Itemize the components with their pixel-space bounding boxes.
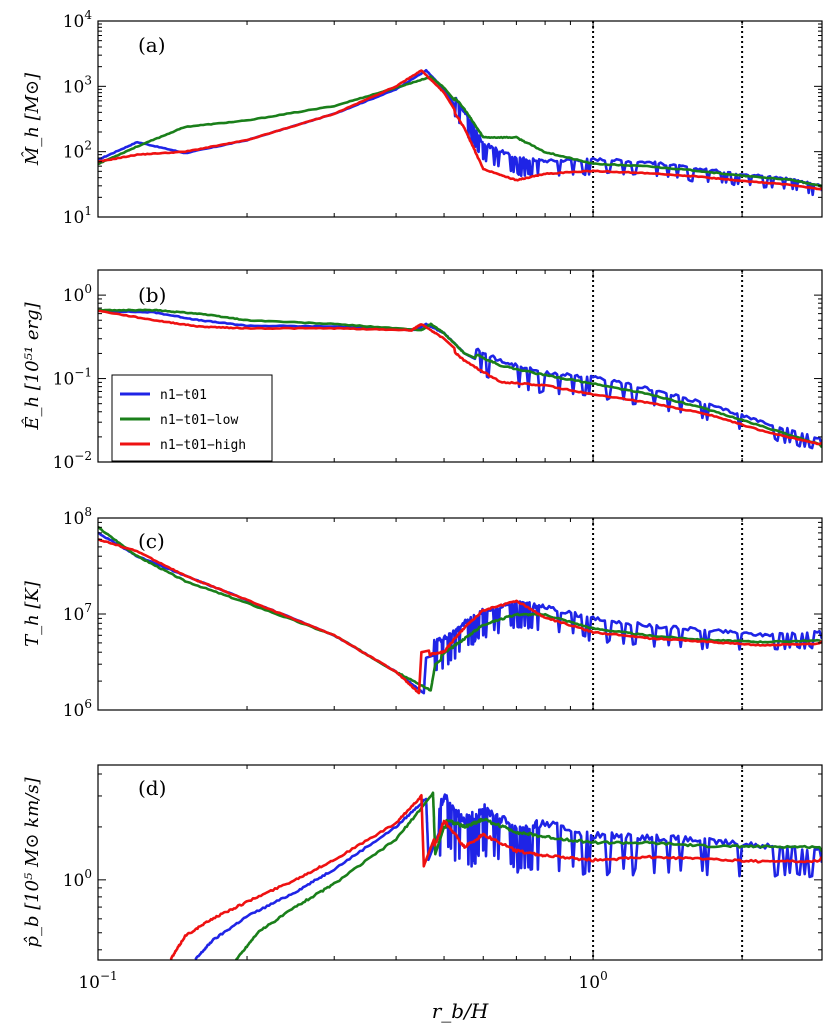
- panel-label: (a): [138, 33, 166, 57]
- series-red-line: [98, 538, 822, 695]
- y-axis-label: M̂_h [M⊙]: [21, 72, 43, 166]
- plot-frame: [97, 517, 823, 711]
- y-axis-label: T_h [K]: [22, 580, 43, 647]
- legend-label-green: n1−t01−low: [160, 413, 238, 428]
- y-tick-label: 104: [63, 8, 93, 32]
- panel-d: 100 (d) p̂_b [10⁵ M⊙ km/s]: [22, 764, 823, 961]
- y-tick-label: 100: [63, 867, 92, 891]
- y-tick-label: 107: [63, 601, 92, 625]
- plot-frame: [97, 269, 823, 463]
- legend-label-blue: n1−t01: [160, 388, 207, 403]
- series-red-line: [98, 309, 822, 446]
- x-tick-label: 100: [578, 969, 607, 993]
- y-tick-label: 100: [63, 282, 92, 306]
- y-tick-label: 10−2: [53, 449, 92, 473]
- series-blue-line: [98, 531, 822, 695]
- series-blue-line: [98, 68, 822, 197]
- series-green-line: [98, 75, 822, 189]
- panel-label: (b): [138, 283, 166, 307]
- y-tick-label: 10−1: [53, 366, 92, 390]
- y-tick-label: 102: [63, 139, 92, 163]
- y-axis-label: Ê_h [10⁵¹ erg]: [20, 301, 43, 430]
- panel-label: (c): [138, 529, 165, 553]
- series-blue-line: [194, 793, 822, 960]
- legend-label-red: n1−t01−high: [160, 438, 246, 453]
- series-green-line: [234, 791, 822, 960]
- x-axis-label: r_b/H: [432, 999, 489, 1023]
- panel-b: 10−2 10−1 100 (b) Ê_h [10⁵¹ erg]: [20, 269, 823, 473]
- legend: n1−t01 n1−t01−low n1−t01−high: [111, 374, 273, 462]
- x-tick-label: 10−1: [78, 969, 117, 993]
- panel-label: (d): [138, 776, 166, 800]
- panel-a: 101 102 103 104 (a) M̂_h [M⊙]: [21, 8, 823, 228]
- plot-frame: [97, 764, 823, 961]
- panel-c: 106 107 108 (c) T_h [K]: [22, 505, 823, 721]
- plot-frame: [97, 20, 823, 218]
- series-green-line: [98, 525, 822, 692]
- series-green-line: [98, 308, 822, 449]
- y-tick-label: 108: [63, 505, 92, 529]
- series-red-line: [169, 794, 822, 960]
- series-red-line: [98, 69, 822, 191]
- y-tick-label: 106: [63, 697, 92, 721]
- y-axis-label: p̂_b [10⁵ M⊙ km/s]: [22, 776, 43, 947]
- y-tick-label: 101: [63, 204, 92, 228]
- y-tick-label: 103: [63, 73, 92, 97]
